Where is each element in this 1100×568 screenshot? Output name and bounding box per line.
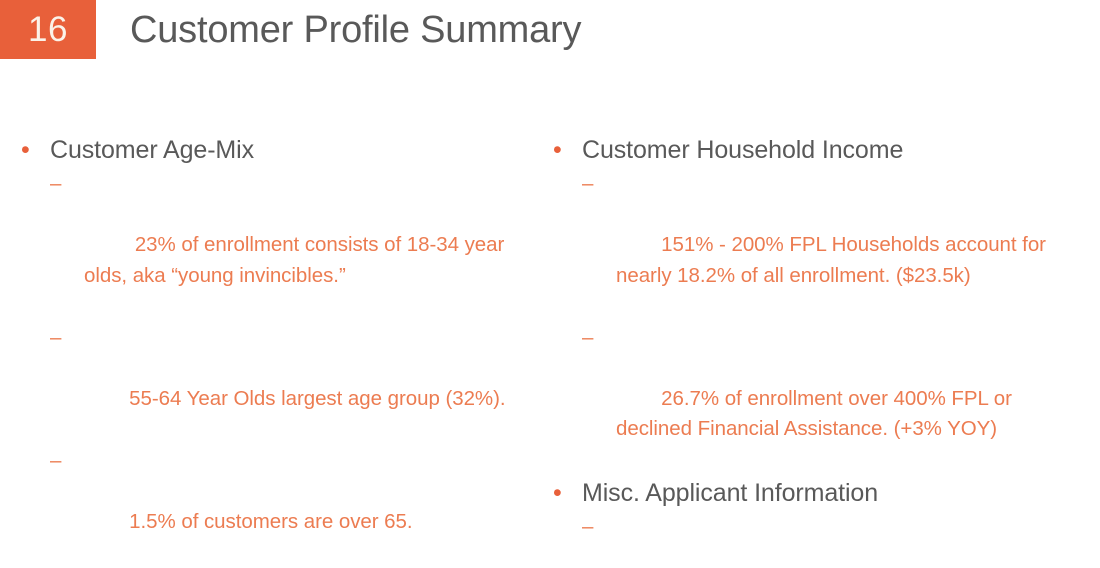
bullet-level2: – 151% - 200% FPL Households account for… [546, 169, 1086, 322]
bullet-level2: – Over 13% of enrollees have declined th… [546, 512, 1086, 568]
bullet-level2: – 26.7% of enrollment over 400% FPL or d… [546, 323, 1086, 476]
bullet-dash-icon: – [582, 325, 594, 349]
bullet-level2: – 1.5% of customers are over 65. [14, 446, 538, 568]
bullet-dash-icon: – [50, 172, 62, 195]
content-group: • Customer Age-Mix – 23% of enrollment c… [14, 134, 538, 568]
bullet-level1-label: Customer Household Income [582, 136, 904, 164]
bullet-level2-label: 23% of enrollment consists of 18-34 year… [84, 233, 510, 287]
slide-header: 16 Customer Profile Summary [0, 0, 1100, 60]
bullet-dot-icon: • [553, 479, 562, 507]
content-group: • Customer Household Income – 151% - 200… [546, 134, 1086, 475]
bullet-level1-label: Customer Age-Mix [50, 136, 255, 164]
bullet-dash-icon: – [582, 515, 594, 538]
bullet-level2-label: 26.7% of enrollment over 400% FPL or dec… [616, 386, 1018, 441]
bullet-level2: – 55-64 Year Olds largest age group (32%… [14, 323, 538, 445]
bullet-level2-label: 55-64 Year Olds largest age group (32%). [129, 386, 506, 410]
bullet-level1: • Misc. Applicant Information [546, 477, 1086, 510]
bullet-dot-icon: • [553, 136, 562, 164]
bullet-level2-label: 151% - 200% FPL Households account for n… [616, 233, 1052, 287]
bullet-dash-icon: – [50, 448, 62, 472]
bullet-level1: • Customer Age-Mix [14, 134, 538, 167]
left-content-column: • Customer Age-Mix – 23% of enrollment c… [14, 134, 538, 568]
slide-number-badge: 16 [0, 0, 96, 59]
slide-number-text: 16 [28, 10, 68, 49]
right-content-column: • Customer Household Income – 151% - 200… [546, 134, 1086, 568]
bullet-level1-label: Misc. Applicant Information [582, 479, 879, 507]
content-group: • Misc. Applicant Information – Over 13%… [546, 477, 1086, 568]
bullet-level1: • Customer Household Income [546, 134, 1086, 167]
page-title: Customer Profile Summary [130, 9, 582, 51]
bullet-dash-icon: – [582, 172, 594, 195]
bullet-dash-icon: – [50, 325, 62, 349]
bullet-level2-label: 1.5% of customers are over 65. [129, 509, 413, 533]
bullet-dot-icon: • [21, 136, 30, 164]
bullet-level2: – 23% of enrollment consists of 18-34 ye… [14, 169, 538, 322]
